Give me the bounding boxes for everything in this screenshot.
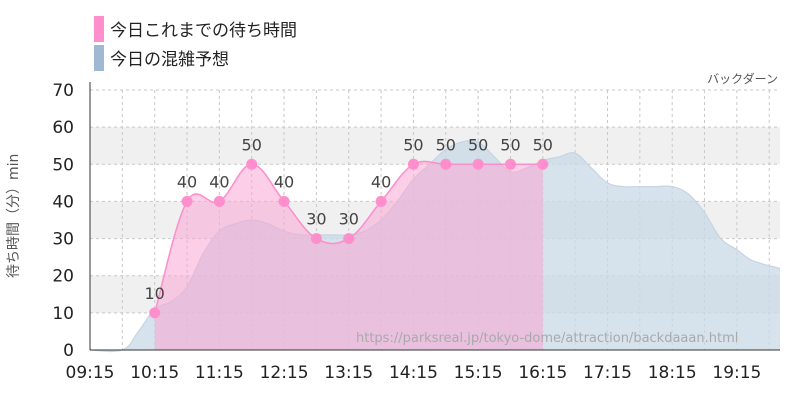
y-tick-label: 20 bbox=[52, 267, 74, 287]
y-tick-label: 30 bbox=[52, 230, 74, 250]
x-tick-label: 14:15 bbox=[389, 363, 438, 383]
y-tick-label: 50 bbox=[52, 155, 74, 175]
data-label: 40 bbox=[177, 172, 197, 191]
legend-swatch-actual bbox=[94, 15, 104, 42]
data-label: 50 bbox=[533, 135, 553, 154]
x-tick-label: 16:15 bbox=[518, 363, 567, 383]
y-tick-labels: 0 10 20 30 40 50 60 70 bbox=[52, 81, 74, 361]
legend-item-actual[interactable]: 今日これまでの待ち時間 bbox=[94, 14, 297, 43]
y-tick-label: 10 bbox=[52, 304, 74, 324]
x-tick-label: 10:15 bbox=[130, 363, 179, 383]
x-tick-label: 17:15 bbox=[583, 363, 632, 383]
data-point bbox=[246, 158, 258, 170]
data-point bbox=[181, 195, 193, 207]
legend-swatch-forecast bbox=[94, 44, 104, 71]
data-point bbox=[343, 233, 355, 245]
data-point bbox=[278, 195, 290, 207]
data-point bbox=[537, 158, 549, 170]
data-label: 40 bbox=[371, 172, 391, 191]
data-label: 10 bbox=[145, 284, 165, 303]
actual-area bbox=[154, 161, 543, 350]
x-tick-label: 19:15 bbox=[712, 363, 761, 383]
data-point bbox=[472, 158, 484, 170]
chart-subtitle: バックダーン bbox=[707, 72, 778, 86]
x-tick-label: 15:15 bbox=[454, 363, 503, 383]
data-point bbox=[440, 158, 452, 170]
y-tick-label: 70 bbox=[52, 81, 74, 101]
x-tick-label: 18:15 bbox=[648, 363, 697, 383]
data-labels: 10 40 40 50 40 30 30 40 50 50 50 50 50 bbox=[145, 135, 553, 303]
legend-label-actual: 今日これまでの待ち時間 bbox=[110, 21, 297, 41]
data-label: 40 bbox=[274, 172, 294, 191]
data-point bbox=[149, 307, 161, 319]
x-tick-label: 13:15 bbox=[324, 363, 373, 383]
y-tick-label: 0 bbox=[63, 341, 74, 361]
x-tick-labels: 09:15 10:15 11:15 12:15 13:15 14:15 15:15 16:15… bbox=[66, 363, 762, 383]
y-tick-label: 60 bbox=[52, 118, 74, 138]
data-label: 40 bbox=[209, 172, 229, 191]
x-tick-label: 11:15 bbox=[195, 363, 244, 383]
y-tick-label: 40 bbox=[52, 192, 74, 212]
data-label: 50 bbox=[403, 135, 423, 154]
data-point bbox=[310, 233, 322, 245]
data-label: 50 bbox=[468, 135, 488, 154]
data-point bbox=[504, 158, 516, 170]
data-label: 30 bbox=[339, 210, 359, 229]
watermark-url: https://parksreal.jp/tokyo-dome/attracti… bbox=[356, 331, 739, 346]
data-label: 50 bbox=[242, 135, 262, 154]
data-label: 30 bbox=[306, 210, 326, 229]
x-tick-label: 12:15 bbox=[260, 363, 309, 383]
data-point bbox=[407, 158, 419, 170]
legend-item-forecast[interactable]: 今日の混雑予想 bbox=[94, 43, 297, 72]
band-50 bbox=[90, 127, 780, 165]
x-tick-label: 09:15 bbox=[66, 363, 115, 383]
data-point bbox=[375, 195, 387, 207]
chart-legend: 今日これまでの待ち時間 今日の混雑予想 bbox=[94, 14, 297, 72]
data-label: 50 bbox=[500, 135, 520, 154]
axes bbox=[89, 82, 780, 351]
data-point bbox=[213, 195, 225, 207]
legend-label-forecast: 今日の混雑予想 bbox=[110, 50, 229, 70]
actual-markers bbox=[149, 158, 549, 319]
data-label: 50 bbox=[436, 135, 456, 154]
